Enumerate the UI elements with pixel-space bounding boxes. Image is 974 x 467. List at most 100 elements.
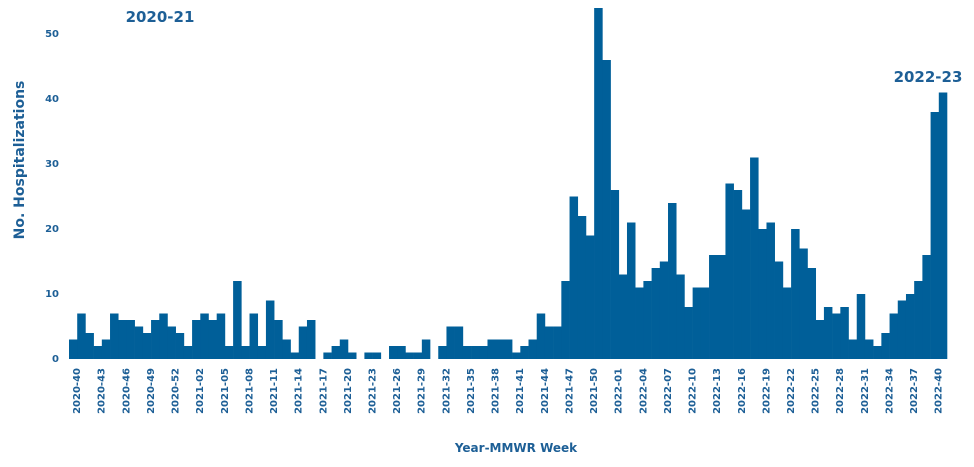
bar — [643, 281, 652, 359]
x-tick-label: 2022-16 — [737, 368, 748, 414]
bar — [413, 352, 423, 359]
x-tick-label: 2022-34 — [884, 368, 895, 414]
bar — [85, 333, 94, 359]
bar — [495, 339, 505, 359]
bar — [192, 320, 201, 359]
bar — [635, 287, 644, 359]
bar — [922, 255, 931, 359]
bar — [889, 313, 899, 359]
x-tick-label: 2022-31 — [860, 368, 871, 414]
bar — [774, 261, 784, 359]
bar — [77, 313, 86, 359]
bar — [69, 339, 78, 359]
bar — [585, 235, 595, 359]
y-tick-label: 10 — [45, 289, 59, 300]
bar — [905, 294, 915, 359]
x-tick-label: 2021-44 — [540, 368, 551, 414]
bar — [618, 274, 628, 359]
bar — [159, 313, 168, 359]
bar — [791, 229, 800, 359]
bar — [224, 346, 234, 359]
bar — [233, 281, 242, 359]
bar — [741, 209, 751, 359]
bar — [684, 307, 693, 359]
bar — [331, 346, 341, 359]
bar — [183, 346, 193, 359]
bar — [733, 190, 743, 359]
x-tick-label: 2021-47 — [564, 368, 575, 414]
bar — [339, 339, 349, 359]
x-tick-label: 2020-40 — [72, 368, 83, 414]
y-axis-title: No. Hospitalizations — [12, 81, 28, 240]
x-tick-label: 2022-01 — [614, 368, 625, 414]
bar — [717, 255, 726, 359]
y-tick-label: 30 — [45, 159, 59, 170]
bar — [274, 320, 283, 359]
bar — [438, 346, 447, 359]
y-tick-label: 0 — [52, 354, 59, 365]
x-tick-label: 2020-43 — [97, 368, 108, 414]
annotation: 2020-21 — [126, 8, 195, 26]
bar — [544, 326, 554, 359]
x-tick-label: 2021-50 — [589, 368, 600, 414]
annotation: 2022-23 — [894, 68, 963, 86]
bar — [700, 287, 710, 359]
bar — [897, 300, 907, 359]
bar — [126, 320, 135, 359]
bar — [864, 339, 874, 359]
y-tick-label: 20 — [45, 224, 59, 235]
x-tick-label: 2022-25 — [811, 368, 822, 414]
x-tick-label: 2021-14 — [294, 368, 305, 414]
bar — [200, 313, 209, 359]
x-tick-label: 2022-28 — [835, 368, 846, 414]
bar — [651, 268, 661, 359]
bar — [823, 307, 833, 359]
bar — [118, 320, 127, 359]
bar — [840, 307, 849, 359]
bar — [676, 274, 685, 359]
x-tick-label: 2022-19 — [761, 368, 772, 414]
bar — [372, 352, 382, 359]
bar — [364, 352, 373, 359]
x-tick-label: 2022-37 — [909, 368, 920, 414]
bar — [668, 203, 677, 359]
bar — [462, 346, 472, 359]
bar — [93, 346, 103, 359]
bar — [856, 294, 866, 359]
bar — [471, 346, 480, 359]
x-tick-label: 2021-20 — [343, 368, 354, 414]
x-tick-label: 2021-32 — [441, 368, 452, 414]
bar — [512, 352, 521, 359]
bar — [405, 352, 414, 359]
bar — [692, 287, 702, 359]
bar — [421, 339, 431, 359]
bar — [454, 326, 464, 359]
bar — [528, 339, 538, 359]
bar — [479, 346, 488, 359]
x-tick-label: 2021-02 — [195, 368, 206, 414]
bar — [881, 333, 890, 359]
bar — [832, 313, 841, 359]
bar — [577, 216, 587, 359]
bar — [216, 313, 226, 359]
bar — [626, 222, 636, 359]
x-tick-label: 2021-38 — [491, 368, 502, 414]
bar — [766, 222, 775, 359]
x-tick-label: 2022-13 — [712, 368, 723, 414]
bar — [110, 313, 119, 359]
x-tick-label: 2021-17 — [318, 368, 329, 414]
bar — [249, 313, 259, 359]
bar — [782, 287, 792, 359]
x-tick-label: 2020-52 — [171, 368, 182, 414]
bar — [446, 326, 455, 359]
x-tick-label: 2021-41 — [515, 368, 526, 414]
x-tick-label: 2022-10 — [688, 368, 699, 414]
x-tick-label: 2022-04 — [638, 368, 649, 414]
bar — [709, 255, 718, 359]
x-axis-title: Year-MMWR Week — [454, 441, 578, 455]
x-tick-label: 2020-46 — [121, 368, 132, 414]
bar — [397, 346, 406, 359]
x-tick-label: 2021-05 — [220, 368, 231, 414]
bar — [487, 339, 496, 359]
